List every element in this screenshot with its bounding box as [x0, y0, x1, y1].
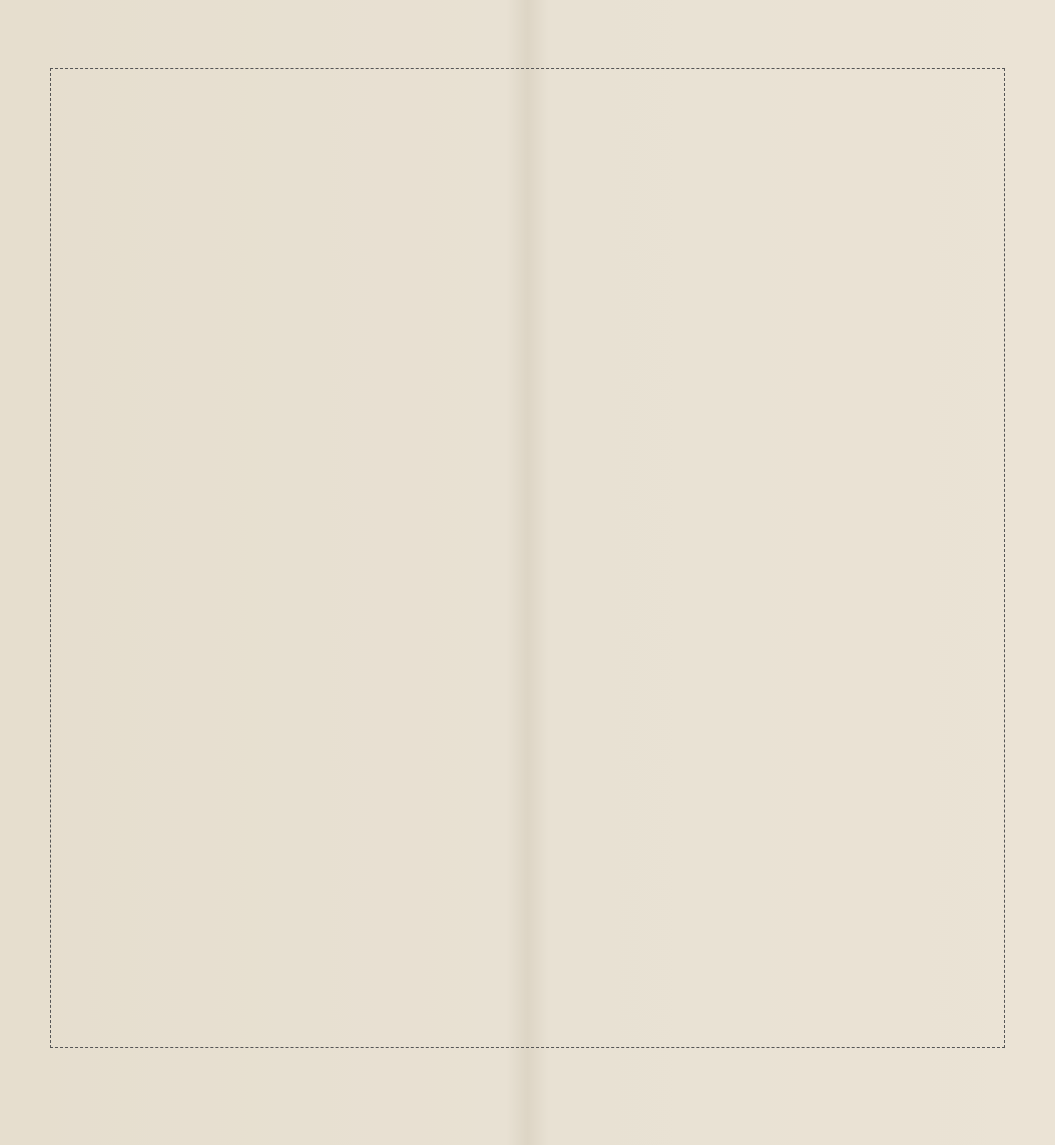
manual-page — [0, 0, 1055, 1145]
parts-legend — [611, 1027, 985, 1035]
footer-section — [71, 1027, 984, 1035]
diagram-frame — [50, 68, 1005, 1048]
electrical-characteristics — [71, 1027, 611, 1035]
